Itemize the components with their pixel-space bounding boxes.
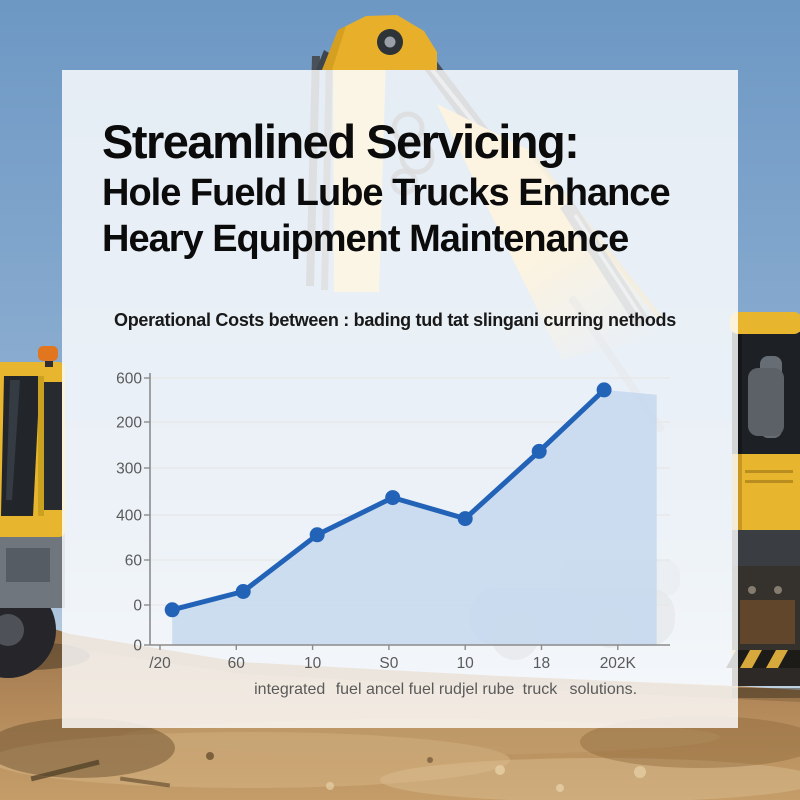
y-tick-label: 60 <box>125 553 143 570</box>
beacon-light <box>38 346 58 361</box>
data-point-marker <box>385 490 401 506</box>
x-tick-label: /20 <box>149 655 171 672</box>
chart-title: Operational Costs between : bading tud t… <box>114 310 676 330</box>
y-tick-label: 400 <box>116 508 142 525</box>
x-sub-label: rudjel rube <box>439 681 515 698</box>
y-tick-label: 200 <box>116 415 142 432</box>
data-point-marker <box>596 382 612 398</box>
x-sub-label: truck <box>523 681 559 698</box>
x-tick-label: 18 <box>533 655 550 672</box>
data-point-marker <box>309 527 325 543</box>
x-tick-label: 202K <box>600 655 637 672</box>
y-tick-label: 300 <box>116 461 142 478</box>
x-tick-label: 10 <box>457 655 475 672</box>
x-tick-label: 10 <box>304 655 322 672</box>
excavator-right <box>726 312 800 698</box>
y-tick-label: 0 <box>133 638 142 655</box>
x-sub-label: integrated <box>254 681 325 698</box>
data-point-marker <box>531 443 547 459</box>
excavator-body <box>732 452 800 530</box>
headline: Streamlined Servicing: Hole Fueld Lube T… <box>102 114 671 262</box>
y-tick-label: 600 <box>116 371 142 388</box>
x-sub-label: solutions. <box>570 681 638 698</box>
cab-roof <box>730 312 800 334</box>
content-card: Streamlined Servicing: Hole Fueld Lube T… <box>62 70 738 728</box>
headline-line-3: Heary Equipment Maintenance <box>102 218 629 260</box>
headline-line-2: Hole Fueld Lube Trucks Enhance <box>102 172 671 214</box>
headline-line-1: Streamlined Servicing: <box>102 115 580 168</box>
y-tick-label: 0 <box>133 598 142 615</box>
cost-area <box>172 389 657 645</box>
data-point-marker <box>457 511 473 527</box>
x-sub-label: fuel ancel fuel <box>336 681 435 698</box>
x-tick-label: 60 <box>228 655 246 672</box>
x-tick-label: S0 <box>379 655 398 672</box>
data-point-marker <box>164 602 180 618</box>
data-point-marker <box>235 584 251 599</box>
